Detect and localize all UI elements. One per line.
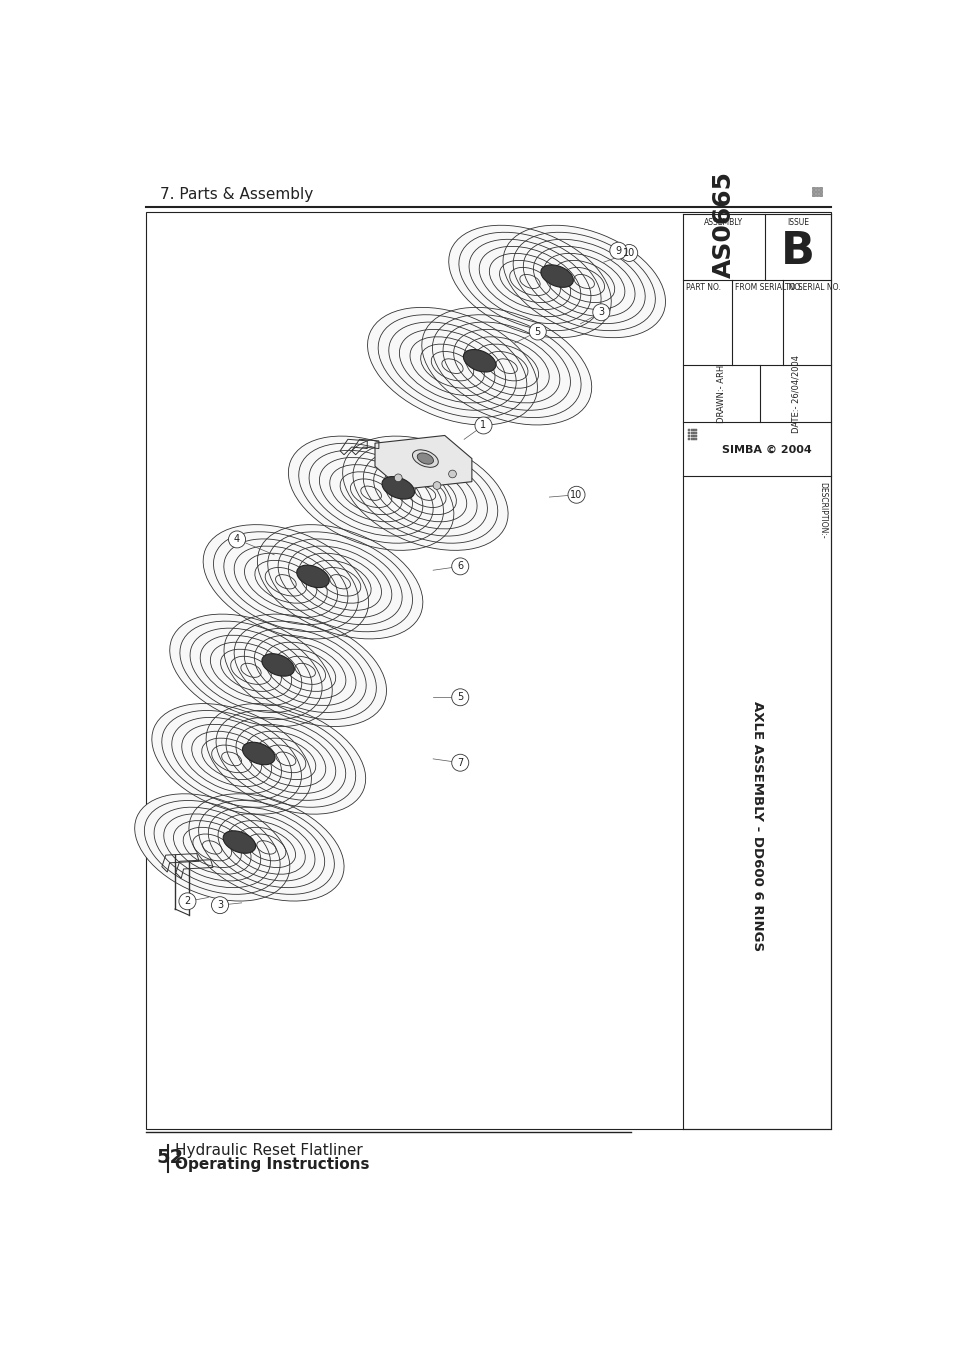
Circle shape xyxy=(620,245,637,262)
Text: ISSUE: ISSUE xyxy=(786,219,808,227)
Text: 10: 10 xyxy=(570,490,582,500)
Ellipse shape xyxy=(242,742,274,765)
Bar xyxy=(815,193,818,196)
Ellipse shape xyxy=(223,831,255,854)
Text: 10: 10 xyxy=(622,249,635,258)
Text: PART NO.: PART NO. xyxy=(685,282,720,292)
Text: 7: 7 xyxy=(456,758,463,767)
Circle shape xyxy=(452,754,468,771)
Text: TO SERIAL NO.: TO SERIAL NO. xyxy=(784,282,840,292)
Ellipse shape xyxy=(502,226,665,338)
Circle shape xyxy=(592,304,609,320)
Ellipse shape xyxy=(367,308,537,426)
Bar xyxy=(687,431,690,434)
Text: 5: 5 xyxy=(456,692,463,703)
Text: DESCRIPTION:-: DESCRIPTION:- xyxy=(818,482,827,539)
Bar xyxy=(146,212,831,1129)
Bar xyxy=(687,438,690,440)
Bar xyxy=(687,435,690,436)
Circle shape xyxy=(229,531,245,549)
Ellipse shape xyxy=(189,794,344,901)
Text: 5: 5 xyxy=(534,327,540,336)
Bar xyxy=(819,186,821,189)
Bar xyxy=(811,190,814,193)
Bar xyxy=(694,431,696,434)
Ellipse shape xyxy=(342,436,508,550)
Text: 2: 2 xyxy=(184,896,191,907)
Circle shape xyxy=(475,417,492,434)
Bar xyxy=(815,186,818,189)
Text: B: B xyxy=(781,230,814,273)
Bar xyxy=(694,428,696,431)
Ellipse shape xyxy=(206,704,365,815)
Bar xyxy=(811,186,814,189)
Ellipse shape xyxy=(448,226,611,338)
Ellipse shape xyxy=(296,565,329,588)
Circle shape xyxy=(448,470,456,478)
Bar xyxy=(811,193,814,196)
Circle shape xyxy=(212,897,229,913)
Text: 52: 52 xyxy=(156,1148,184,1167)
Ellipse shape xyxy=(412,450,437,467)
Text: AXLE ASSEMBLY - DD600 6 RINGS: AXLE ASSEMBLY - DD600 6 RINGS xyxy=(750,701,763,951)
Bar xyxy=(819,190,821,193)
Bar xyxy=(687,428,690,431)
Bar xyxy=(691,431,693,434)
Text: 4: 4 xyxy=(233,535,240,544)
Ellipse shape xyxy=(421,308,591,426)
Ellipse shape xyxy=(288,436,454,550)
Text: 9: 9 xyxy=(615,246,620,255)
Circle shape xyxy=(567,486,584,503)
Circle shape xyxy=(609,242,626,259)
Bar xyxy=(815,190,818,193)
Bar xyxy=(691,428,693,431)
Circle shape xyxy=(529,323,546,340)
Text: Hydraulic Reset Flatliner: Hydraulic Reset Flatliner xyxy=(174,1143,362,1158)
Bar xyxy=(694,435,696,436)
Text: DRAWN:- ARH: DRAWN:- ARH xyxy=(717,365,725,423)
Bar xyxy=(819,193,821,196)
Text: SIMBA © 2004: SIMBA © 2004 xyxy=(721,444,811,454)
Text: 6: 6 xyxy=(456,562,463,571)
Text: 1: 1 xyxy=(480,420,486,431)
Ellipse shape xyxy=(463,350,496,372)
Circle shape xyxy=(394,474,402,482)
Ellipse shape xyxy=(257,524,422,639)
Ellipse shape xyxy=(416,453,433,465)
Text: 3: 3 xyxy=(216,900,223,911)
Circle shape xyxy=(179,893,195,909)
Bar xyxy=(691,435,693,436)
Ellipse shape xyxy=(134,794,290,901)
Text: ASSEMBLY: ASSEMBLY xyxy=(703,219,742,227)
Circle shape xyxy=(452,689,468,705)
Circle shape xyxy=(433,482,440,489)
Polygon shape xyxy=(375,435,472,489)
Text: 3: 3 xyxy=(598,307,604,317)
Text: Operating Instructions: Operating Instructions xyxy=(174,1158,369,1173)
Ellipse shape xyxy=(203,524,368,639)
Text: 7. Parts & Assembly: 7. Parts & Assembly xyxy=(159,186,313,201)
Ellipse shape xyxy=(152,704,311,815)
Ellipse shape xyxy=(540,265,573,288)
Ellipse shape xyxy=(381,477,414,499)
Bar xyxy=(694,438,696,440)
Text: FROM SERIAL NO.: FROM SERIAL NO. xyxy=(734,282,801,292)
Bar xyxy=(691,438,693,440)
Text: DATE:- 26/04/2004: DATE:- 26/04/2004 xyxy=(791,354,800,432)
Circle shape xyxy=(452,558,468,574)
Ellipse shape xyxy=(170,615,332,727)
Text: AS0665: AS0665 xyxy=(711,170,735,277)
Ellipse shape xyxy=(224,615,386,727)
Ellipse shape xyxy=(261,654,294,676)
